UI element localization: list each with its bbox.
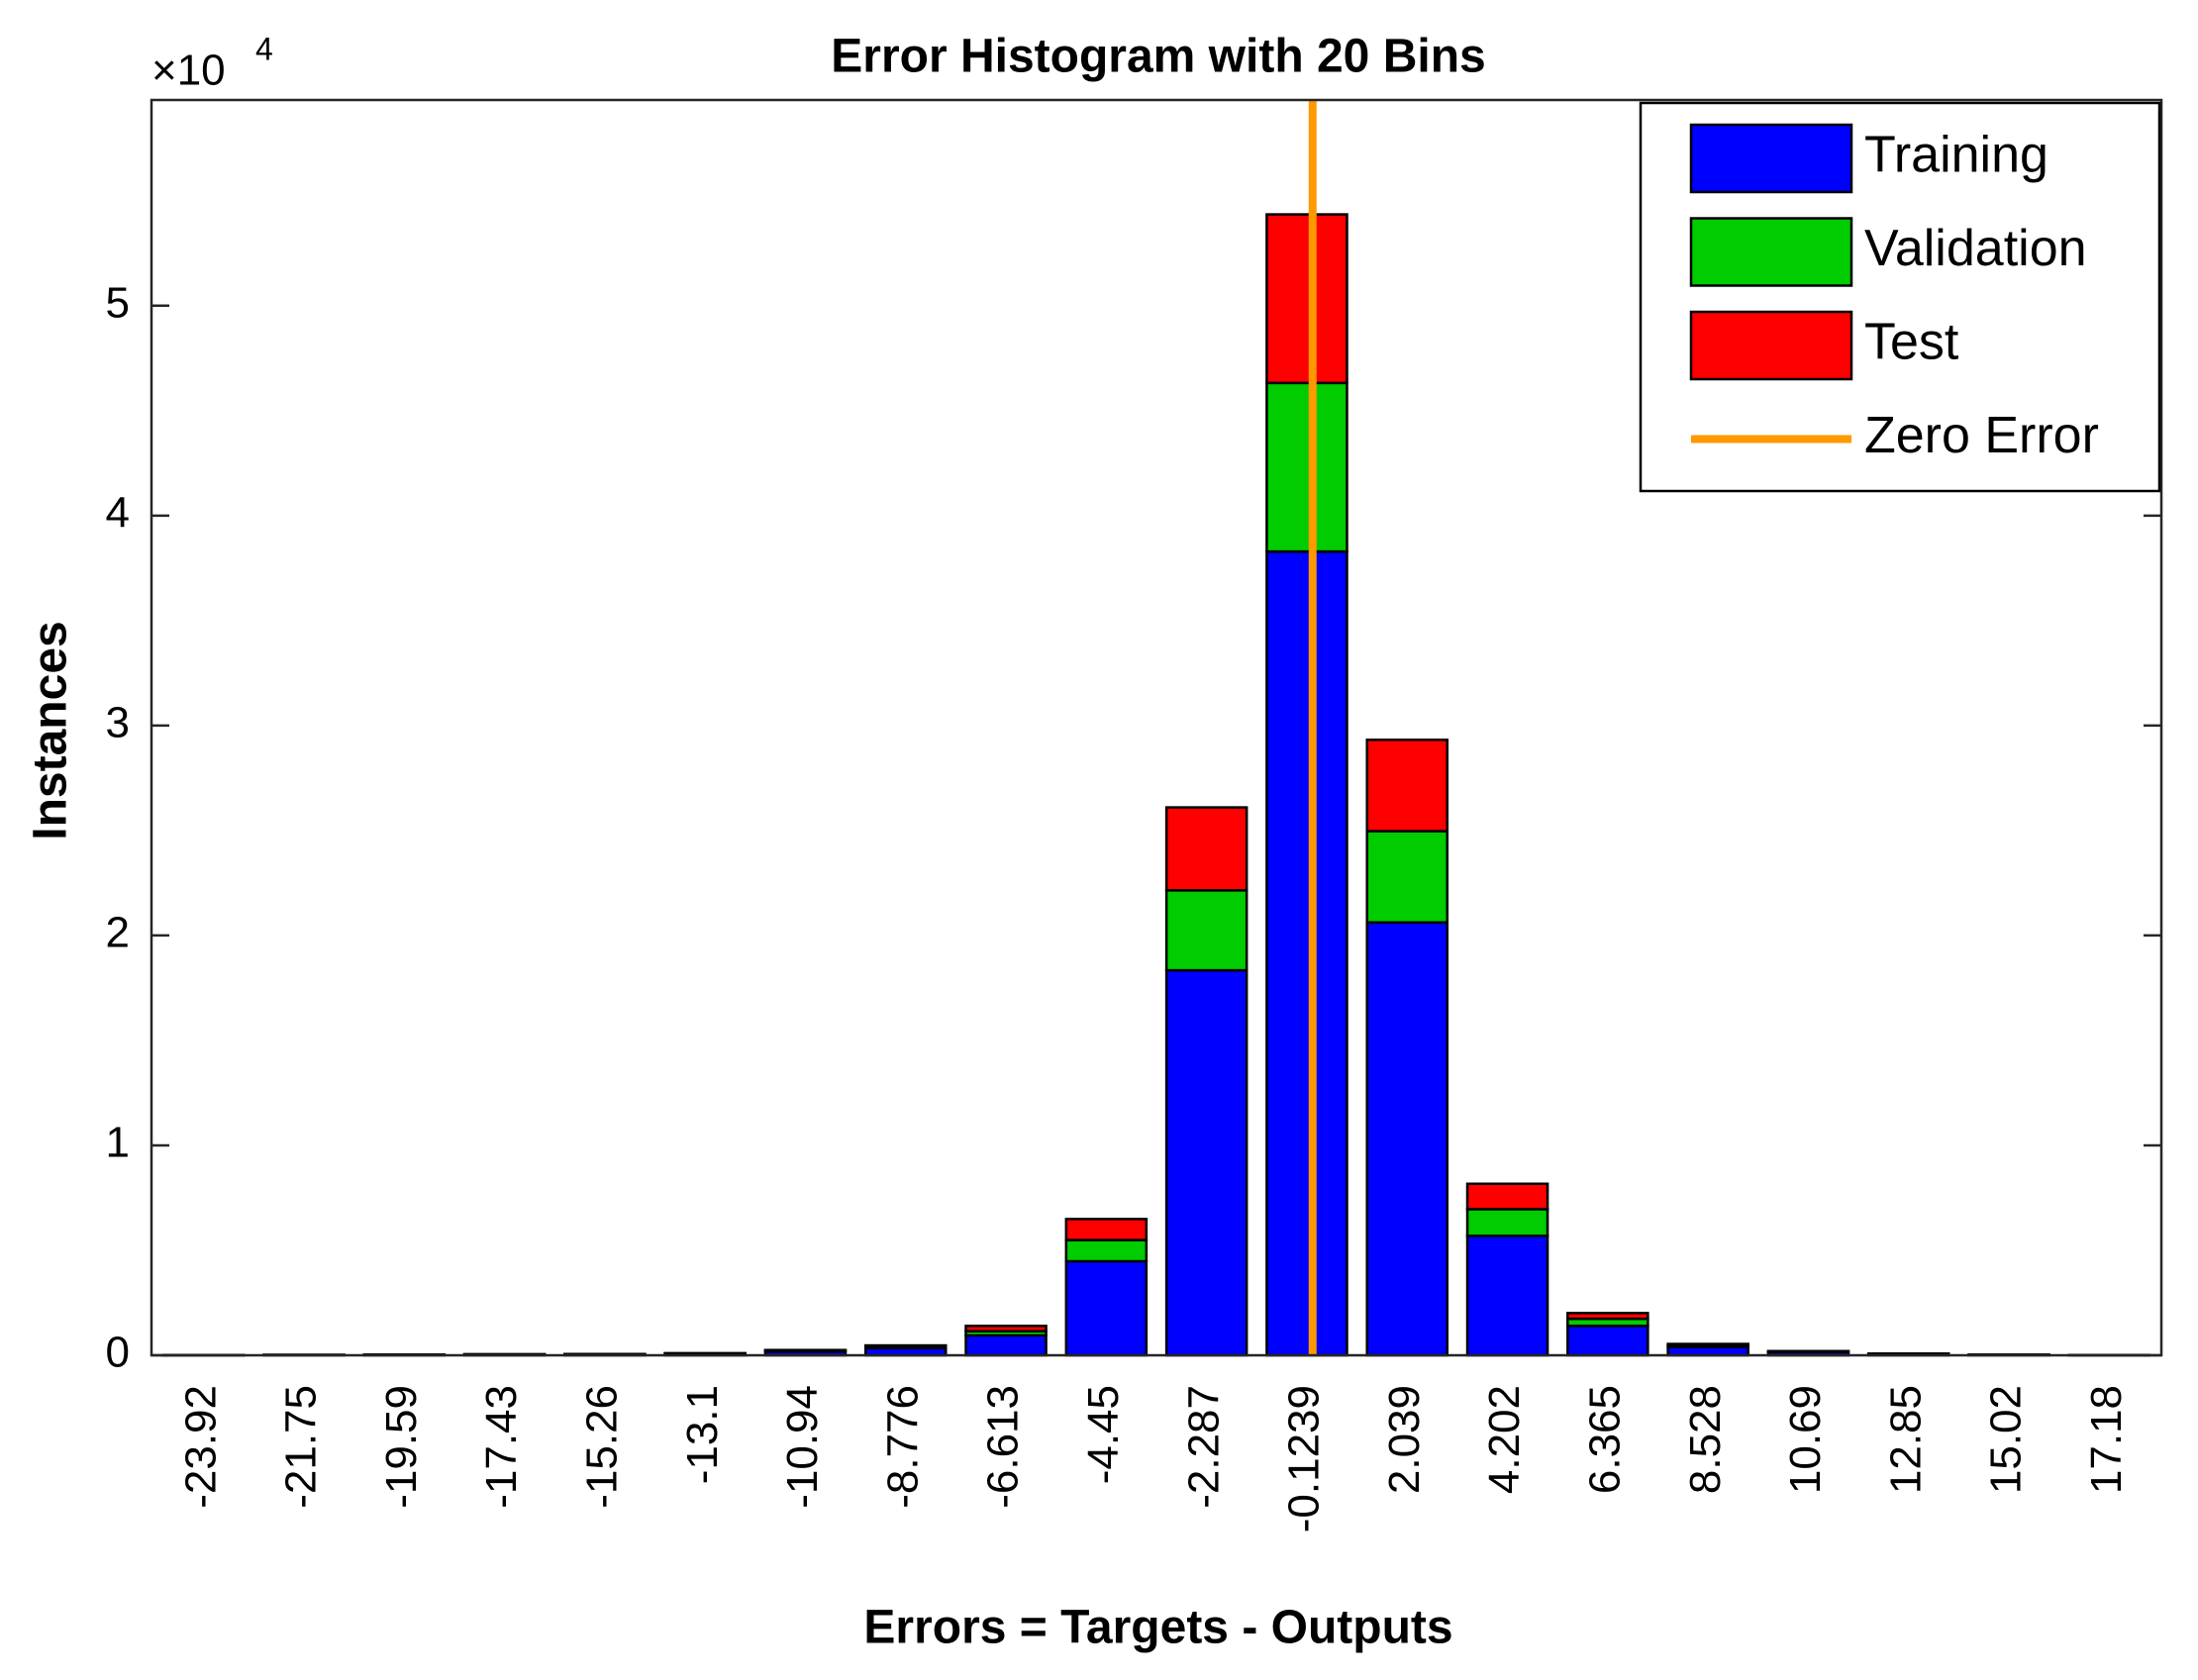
x-tick-label: 4.202 — [1480, 1385, 1529, 1494]
bar-segment — [1265, 381, 1349, 553]
y-axis-label: Instances — [25, 621, 77, 840]
bar-segment — [1265, 549, 1349, 1357]
bar-segment — [1465, 1208, 1549, 1237]
x-tick-label: -23.92 — [176, 1385, 225, 1509]
legend-label: Zero Error — [1864, 407, 2099, 464]
legend-swatch — [1689, 217, 1853, 287]
bar-segment — [1064, 1218, 1149, 1241]
bar-segment — [1666, 1345, 1749, 1357]
y-tick-label: 5 — [106, 278, 130, 327]
bar-segment — [1064, 1259, 1149, 1357]
legend-swatch — [1689, 123, 1853, 194]
legend-label: Test — [1864, 314, 1959, 371]
legend-label: Validation — [1864, 220, 2087, 277]
bar-segment — [1164, 968, 1249, 1357]
bar-segment — [1566, 1312, 1649, 1321]
x-tick-label: -0.1239 — [1280, 1385, 1329, 1532]
bar-segment — [1365, 830, 1449, 925]
y-multiplier-exponent: 4 — [255, 31, 273, 66]
legend-swatch — [1689, 310, 1853, 381]
y-tick-label: 2 — [106, 909, 130, 957]
x-tick-label: 17.18 — [2082, 1385, 2131, 1494]
bar-segment — [1465, 1235, 1549, 1357]
bar-segment — [1365, 921, 1449, 1357]
x-tick-label: -4.45 — [1079, 1385, 1128, 1484]
x-tick-label: -17.43 — [477, 1385, 526, 1509]
x-tick-label: 12.85 — [1881, 1385, 1930, 1494]
bar-segment — [1365, 739, 1449, 833]
y-tick-label: 1 — [106, 1119, 130, 1167]
bar-segment — [964, 1334, 1048, 1357]
bar-segment — [1164, 889, 1249, 972]
x-tick-label: -2.287 — [1179, 1385, 1228, 1509]
x-tick-label: -15.26 — [577, 1385, 626, 1509]
bar-segment — [1666, 1342, 1749, 1347]
x-tick-label: -6.613 — [979, 1385, 1028, 1509]
x-tick-label: -13.1 — [678, 1385, 727, 1484]
y-multiplier: ×10 — [151, 47, 226, 95]
x-tick-label: -8.776 — [878, 1385, 927, 1509]
bar-segment — [1164, 806, 1249, 892]
legend-label: Training — [1864, 127, 2048, 184]
x-tick-label: 6.365 — [1580, 1385, 1629, 1494]
x-tick-label: 15.02 — [1982, 1385, 2031, 1494]
x-tick-label: -10.94 — [778, 1385, 827, 1509]
x-tick-label: 8.528 — [1681, 1385, 1730, 1494]
x-tick-label: -19.59 — [377, 1385, 426, 1509]
axes-box — [150, 98, 2163, 1357]
bar-segment — [1465, 1182, 1549, 1211]
y-tick-label: 4 — [106, 488, 130, 537]
x-tick-label: 2.039 — [1380, 1385, 1429, 1494]
y-tick-label: 3 — [106, 699, 130, 747]
chart-title: Error Histogram with 20 Bins — [831, 31, 1485, 83]
bar-segment — [763, 1348, 848, 1352]
bar-segment — [1064, 1238, 1149, 1263]
bar-segment — [964, 1325, 1048, 1333]
x-tick-label: 10.69 — [1781, 1385, 1830, 1494]
x-tick-label: -21.75 — [277, 1385, 326, 1509]
y-tick-label: 0 — [106, 1329, 130, 1377]
bar-segment — [863, 1343, 948, 1348]
bar-segment — [1566, 1325, 1649, 1357]
x-axis-label: Errors = Targets - Outputs — [863, 1602, 1452, 1654]
bar-segment — [1265, 213, 1349, 385]
